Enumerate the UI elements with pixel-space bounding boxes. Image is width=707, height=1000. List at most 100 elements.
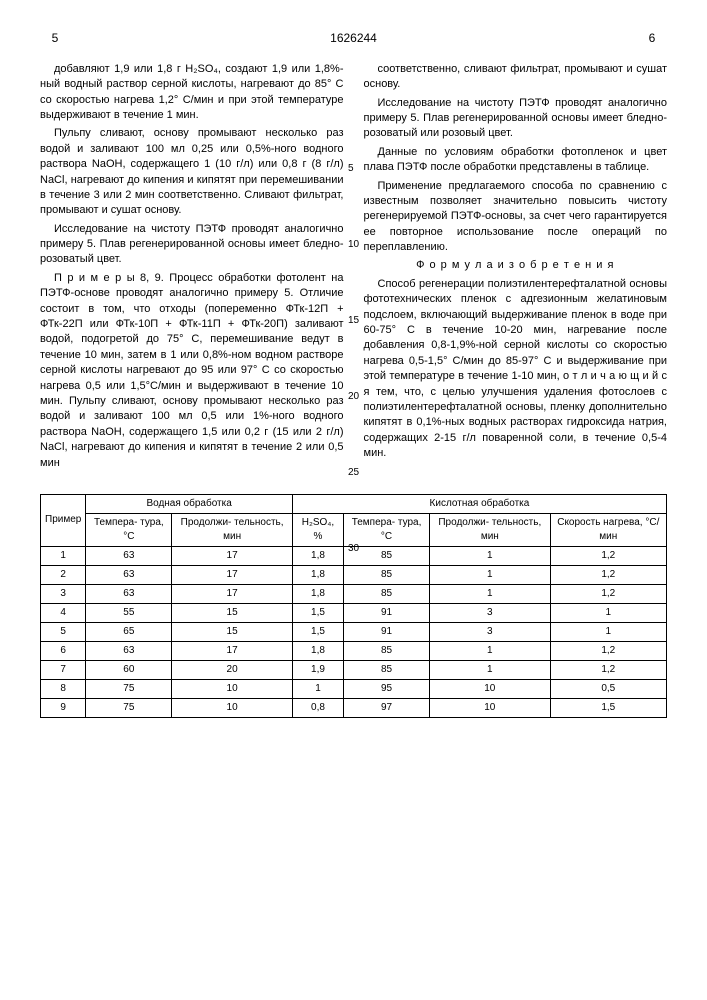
paragraph: П р и м е р ы 8, 9. Процесс обработки фо… <box>40 271 344 471</box>
line-marker: 25 <box>348 466 359 480</box>
table-cell: 1,5 <box>292 603 343 622</box>
table-cell: 5 <box>41 622 86 641</box>
table-header: Продолжи- тельность, мин <box>430 513 551 546</box>
table-row: 760201,98511,2 <box>41 660 667 679</box>
table-cell: 65 <box>86 622 172 641</box>
table-cell: 10 <box>172 698 293 717</box>
paragraph: Исследование на чистоту ПЭТФ проводят ан… <box>40 222 344 268</box>
table-row: 363171,88511,2 <box>41 584 667 603</box>
table-cell: 95 <box>344 679 430 698</box>
table-cell: 1,2 <box>550 641 666 660</box>
table-header: Темпера- тура, °С <box>86 513 172 546</box>
table-cell: 1,5 <box>550 698 666 717</box>
table-cell: 1 <box>550 622 666 641</box>
table-cell: 85 <box>344 660 430 679</box>
table-header: Пример <box>41 494 86 546</box>
table-cell: 1,2 <box>550 660 666 679</box>
paragraph: Пульпу сливают, основу промывают несколь… <box>40 126 344 218</box>
table-body: 163171,88511,2263171,88511,2363171,88511… <box>41 546 667 717</box>
paragraph: Исследование на чистоту ПЭТФ проводят ан… <box>364 96 668 142</box>
table-cell: 1,8 <box>292 546 343 565</box>
table-cell: 1,5 <box>292 622 343 641</box>
table-cell: 1,9 <box>292 660 343 679</box>
table-cell: 0,5 <box>550 679 666 698</box>
table-cell: 10 <box>430 679 551 698</box>
table-cell: 1 <box>430 546 551 565</box>
table-cell: 17 <box>172 565 293 584</box>
table-cell: 0,8 <box>292 698 343 717</box>
column-number-right: 6 <box>637 30 667 47</box>
table-row: 87510195100,5 <box>41 679 667 698</box>
table-cell: 10 <box>172 679 293 698</box>
table-cell: 85 <box>344 641 430 660</box>
table-cell: 4 <box>41 603 86 622</box>
table-cell: 3 <box>430 603 551 622</box>
table-row: 565151,59131 <box>41 622 667 641</box>
table-cell: 1 <box>430 565 551 584</box>
line-marker: 15 <box>348 314 359 328</box>
table-cell: 63 <box>86 584 172 603</box>
paragraph: добавляют 1,9 или 1,8 г H₂SO₄, создают 1… <box>40 62 344 124</box>
line-marker: 5 <box>348 162 359 176</box>
table-row: 975100,897101,5 <box>41 698 667 717</box>
table-header: H₂SO₄, % <box>292 513 343 546</box>
table-header-group: Водная обработка <box>86 494 293 513</box>
table-cell: 85 <box>344 565 430 584</box>
table-cell: 1,2 <box>550 584 666 603</box>
table-cell: 1,2 <box>550 565 666 584</box>
table-row: 263171,88511,2 <box>41 565 667 584</box>
formula-title: Ф о р м у л а и з о б р е т е н и я <box>364 258 668 273</box>
table-row: 663171,88511,2 <box>41 641 667 660</box>
table-cell: 7 <box>41 660 86 679</box>
table-cell: 17 <box>172 584 293 603</box>
table-cell: 91 <box>344 603 430 622</box>
table-cell: 1,8 <box>292 584 343 603</box>
table-cell: 1 <box>41 546 86 565</box>
left-column: добавляют 1,9 или 1,8 г H₂SO₄, создают 1… <box>40 62 344 474</box>
table-cell: 1 <box>430 660 551 679</box>
table-cell: 75 <box>86 679 172 698</box>
line-marker: 30 <box>348 542 359 556</box>
table-cell: 17 <box>172 546 293 565</box>
table-cell: 3 <box>430 622 551 641</box>
document-number: 1626244 <box>70 30 637 47</box>
table-cell: 63 <box>86 565 172 584</box>
table-cell: 8 <box>41 679 86 698</box>
line-marker: 20 <box>348 390 359 404</box>
line-markers: 5 10 15 20 25 30 <box>348 62 359 556</box>
table-cell: 91 <box>344 622 430 641</box>
right-column: соответственно, сливают фильтрат, промыв… <box>364 62 668 474</box>
line-marker: 10 <box>348 238 359 252</box>
table-cell: 1,8 <box>292 565 343 584</box>
table-cell: 1,8 <box>292 641 343 660</box>
table-cell: 10 <box>430 698 551 717</box>
paragraph: Применение предлагаемого способа по срав… <box>364 179 668 256</box>
column-number-left: 5 <box>40 30 70 47</box>
table-cell: 63 <box>86 546 172 565</box>
header-row: 5 1626244 6 <box>40 30 667 47</box>
table-cell: 2 <box>41 565 86 584</box>
table-cell: 15 <box>172 622 293 641</box>
table-cell: 60 <box>86 660 172 679</box>
table-header: Продолжи- тельность, мин <box>172 513 293 546</box>
text-columns: 5 10 15 20 25 30 добавляют 1,9 или 1,8 г… <box>40 62 667 474</box>
table-cell: 15 <box>172 603 293 622</box>
table-header: Скорость нагрева, °С/мин <box>550 513 666 546</box>
table-cell: 3 <box>41 584 86 603</box>
table-cell: 20 <box>172 660 293 679</box>
paragraph: соответственно, сливают фильтрат, промыв… <box>364 62 668 93</box>
table-cell: 1 <box>550 603 666 622</box>
table-cell: 9 <box>41 698 86 717</box>
table-cell: 1 <box>292 679 343 698</box>
table-row: 455151,59131 <box>41 603 667 622</box>
table-cell: 1,2 <box>550 546 666 565</box>
table-cell: 55 <box>86 603 172 622</box>
table-cell: 6 <box>41 641 86 660</box>
paragraph: Способ регенерации полиэтилентерефталатн… <box>364 277 668 462</box>
table-cell: 1 <box>430 641 551 660</box>
paragraph: Данные по условиям обработки фотопленок … <box>364 145 668 176</box>
table-cell: 97 <box>344 698 430 717</box>
table-cell: 1 <box>430 584 551 603</box>
table-cell: 17 <box>172 641 293 660</box>
table-cell: 63 <box>86 641 172 660</box>
